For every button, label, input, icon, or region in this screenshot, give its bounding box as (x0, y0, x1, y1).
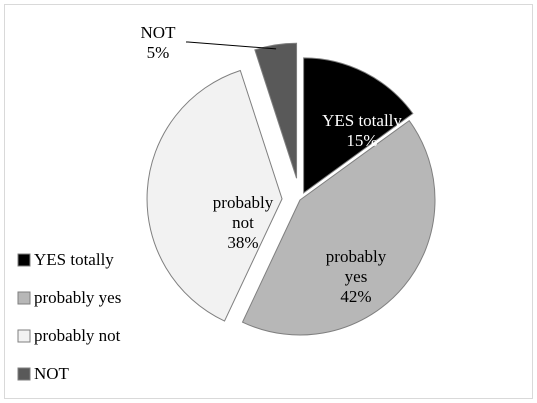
data-label-probably-not: probably not 38% (213, 193, 274, 252)
pie-slice-yes-totally (303, 57, 414, 194)
data-label-probably-yes: probably yes 42% (326, 247, 387, 306)
data-label-not: NOT 5% (141, 23, 177, 62)
legend-label-not: NOT (34, 364, 70, 383)
legend-label-probably-not: probably not (34, 326, 121, 345)
legend-swatch-yes-totally (17, 253, 31, 267)
legend-label-probably-yes: probably yes (34, 288, 121, 307)
pie-slice-probably-not (146, 69, 283, 322)
legend-swatch-not (17, 367, 31, 381)
legend-swatch-probably-yes (17, 291, 31, 305)
legend-swatch-probably-not (17, 329, 31, 343)
pie-slice-probably-yes (241, 119, 436, 336)
data-label-yes-totally: YES totally 15% (322, 111, 402, 150)
legend-label-yes-totally: YES totally (34, 250, 114, 269)
pie-slice-not (254, 42, 298, 179)
leader-line-not (186, 41, 277, 50)
